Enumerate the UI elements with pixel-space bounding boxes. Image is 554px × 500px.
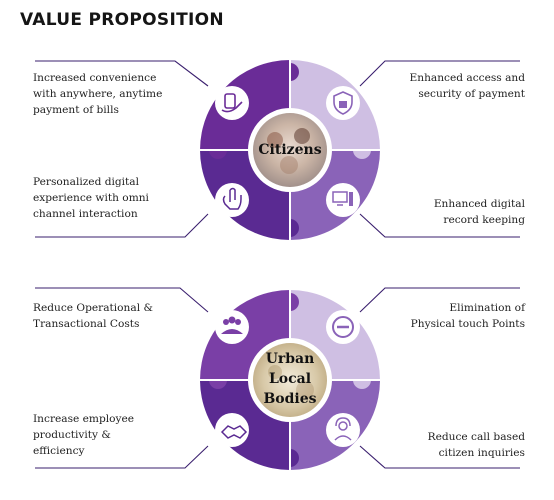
ulb-item-productivity: Increase employee productivity & efficie…	[33, 413, 135, 457]
citizens-connector-lines	[35, 60, 520, 238]
shield-lock-icon	[326, 86, 360, 120]
ulb-item-costs: Reduce Operational & Transactional Costs	[33, 302, 153, 330]
headset-agent-icon	[326, 413, 360, 447]
handshake-icon	[215, 413, 249, 447]
people-group-icon	[215, 310, 249, 344]
hand-payment-icon	[215, 86, 249, 120]
citizens-center-label: Citizens	[258, 142, 322, 158]
ulb-center-label: Urban Local Bodies	[245, 349, 335, 409]
ulb-center-line-2: Local	[268, 371, 312, 387]
computer-records-icon	[326, 183, 360, 217]
ulb-connector-lines	[35, 287, 520, 469]
page-title: VALUE PROPOSITION	[20, 10, 224, 30]
citizens-item-personalized: Personalized digital experience with omn…	[33, 176, 149, 220]
ulb-photo	[253, 343, 327, 417]
touch-hand-icon	[215, 183, 249, 217]
ulb-item-touchpoints: Elimination of Physical touch Points	[410, 302, 525, 330]
ulb-center-line-1: Urban	[265, 351, 315, 367]
ulb-center-line-3: Bodies	[263, 391, 317, 407]
citizens-item-convenience: Increased convenience with anywhere, any…	[33, 72, 163, 116]
ulb-item-inquiries: Reduce call based citizen inquiries	[427, 431, 525, 459]
no-entry-icon	[326, 310, 360, 344]
citizens-item-security: Enhanced access and security of payment	[409, 72, 525, 100]
citizens-item-records: Enhanced digital record keeping	[433, 198, 525, 226]
